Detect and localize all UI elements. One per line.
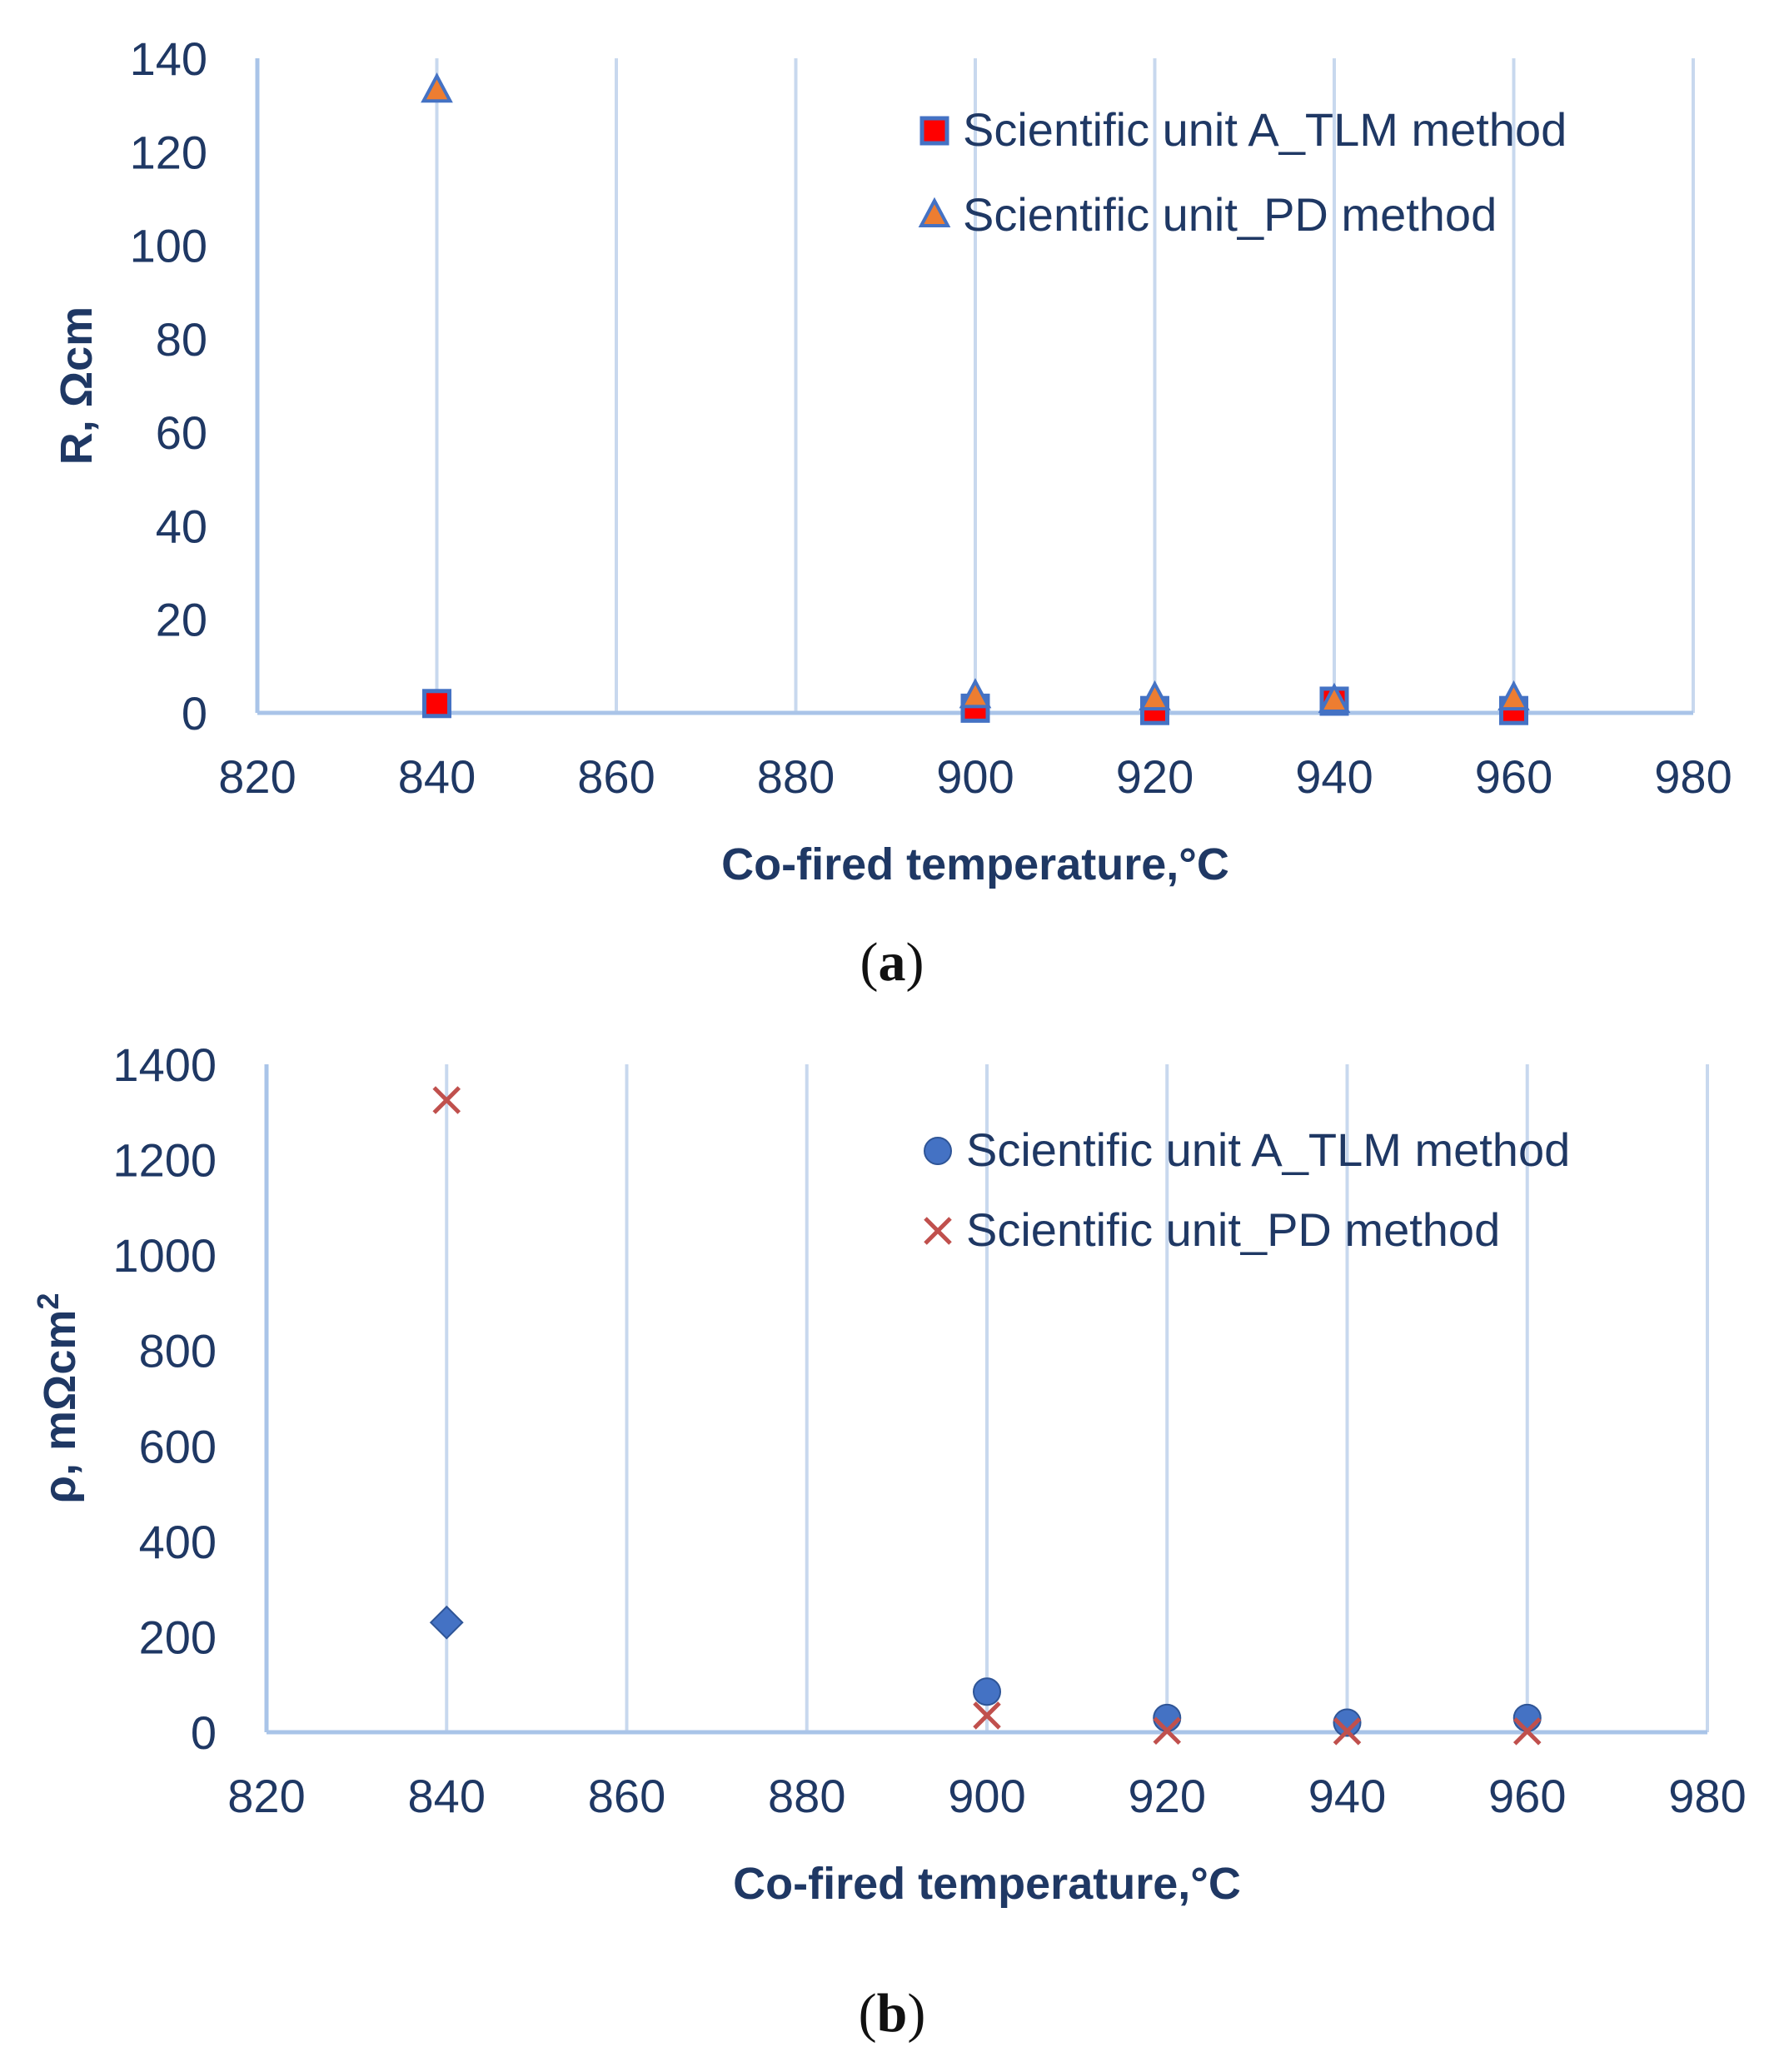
caption-b: (b) (858, 1983, 926, 2044)
y-tick-label-1400: 1400 (112, 1038, 217, 1091)
y-tick-label-20: 20 (156, 594, 207, 646)
x-tick-label-960: 960 (1475, 750, 1552, 803)
x-tick-label-940: 940 (1295, 750, 1373, 803)
y-tick-label-120: 120 (130, 126, 207, 178)
x-axis-title: Co-fired temperature,°C (721, 839, 1229, 889)
x-tick-label-860: 860 (577, 750, 655, 803)
y-axis-title: ρ, mΩcm2 (31, 1293, 86, 1504)
series-1-point-940 (1333, 1708, 1362, 1737)
x-tick-label-860: 860 (588, 1770, 665, 1822)
x-tick-label-840: 840 (408, 1770, 486, 1822)
y-tick-label-140: 140 (130, 32, 207, 85)
legend-label-2: Scientific unit_PD method (963, 188, 1497, 241)
series-2-point-900 (973, 1701, 1001, 1730)
series-1-point-840 (429, 1605, 464, 1640)
y-tick-label-0: 0 (191, 1706, 217, 1759)
series-1-point-920 (1153, 1703, 1182, 1732)
legend-marker-1 (924, 1137, 952, 1165)
series-2-point-960 (1512, 1717, 1542, 1746)
legend-marker-1 (919, 116, 949, 146)
y-tick-label-800: 800 (139, 1325, 217, 1377)
series-2-point-920 (1153, 1716, 1182, 1746)
x-tick-label-980: 980 (1668, 1770, 1746, 1822)
y-tick-label-400: 400 (139, 1516, 217, 1568)
y-tick-label-40: 40 (156, 500, 207, 552)
y-tick-label-600: 600 (139, 1420, 217, 1472)
series-2-point-940 (1333, 1717, 1362, 1746)
x-tick-label-920: 920 (1116, 750, 1193, 803)
y-axis-title: R, Ωcm (52, 306, 102, 465)
y-tick-label-200: 200 (139, 1611, 217, 1663)
y-tick-label-60: 60 (156, 406, 207, 459)
x-tick-label-940: 940 (1308, 1770, 1386, 1822)
x-tick-label-900: 900 (936, 750, 1014, 803)
legend-marker-2 (918, 197, 951, 227)
y-tick-label-1200: 1200 (112, 1134, 217, 1187)
series-1-point-960 (1512, 1703, 1542, 1732)
caption-a: (a) (860, 932, 924, 993)
series-2-point-840 (432, 1086, 461, 1114)
x-tick-label-980: 980 (1654, 750, 1732, 803)
x-tick-label-880: 880 (768, 1770, 845, 1822)
legend-marker-2 (924, 1217, 952, 1245)
legend-label-2: Scientific unit_PD method (966, 1203, 1500, 1256)
x-tick-label-920: 920 (1129, 1770, 1206, 1822)
series-2-point-840 (421, 72, 453, 103)
chart-panel-b: 0 200 400 600 800 1000 1200 1400 820 840 860 880 900… (0, 1033, 1784, 2032)
legend-label-1: Scientific unit A_TLM method (966, 1123, 1570, 1176)
chart-b: 0 200 400 600 800 1000 1200 1400 820 840 860 880 900… (31, 1038, 1747, 1909)
y-tick-label-1000: 1000 (112, 1229, 217, 1282)
chart-a: 0 20 40 60 80 100 120 140 820 840 860 880 900 920 940 9… (52, 32, 1732, 889)
x-tick-label-820: 820 (227, 1770, 305, 1822)
x-tick-label-960: 960 (1488, 1770, 1566, 1822)
series-1-point-900 (973, 1677, 1001, 1706)
series-1-point-840 (422, 689, 451, 719)
x-tick-label-840: 840 (398, 750, 476, 803)
x-tick-label-880: 880 (757, 750, 835, 803)
y-tick-label-100: 100 (130, 220, 207, 272)
series-2-point-960 (1497, 680, 1530, 711)
x-tick-label-820: 820 (218, 750, 296, 803)
series-2-point-920 (1139, 680, 1171, 711)
series-2-point-940 (1318, 682, 1351, 713)
series-2-point-900 (959, 678, 992, 709)
y-tick-label-0: 0 (182, 687, 207, 740)
chart-panel-a: 0 20 40 60 80 100 120 140 820 840 860 880 900 920 940 9… (0, 0, 1784, 999)
y-tick-label-80: 80 (156, 313, 207, 366)
x-tick-label-900: 900 (948, 1770, 1025, 1822)
x-axis-title: Co-fired temperature,°C (733, 1859, 1241, 1909)
legend-label-1: Scientific unit A_TLM method (963, 103, 1567, 156)
